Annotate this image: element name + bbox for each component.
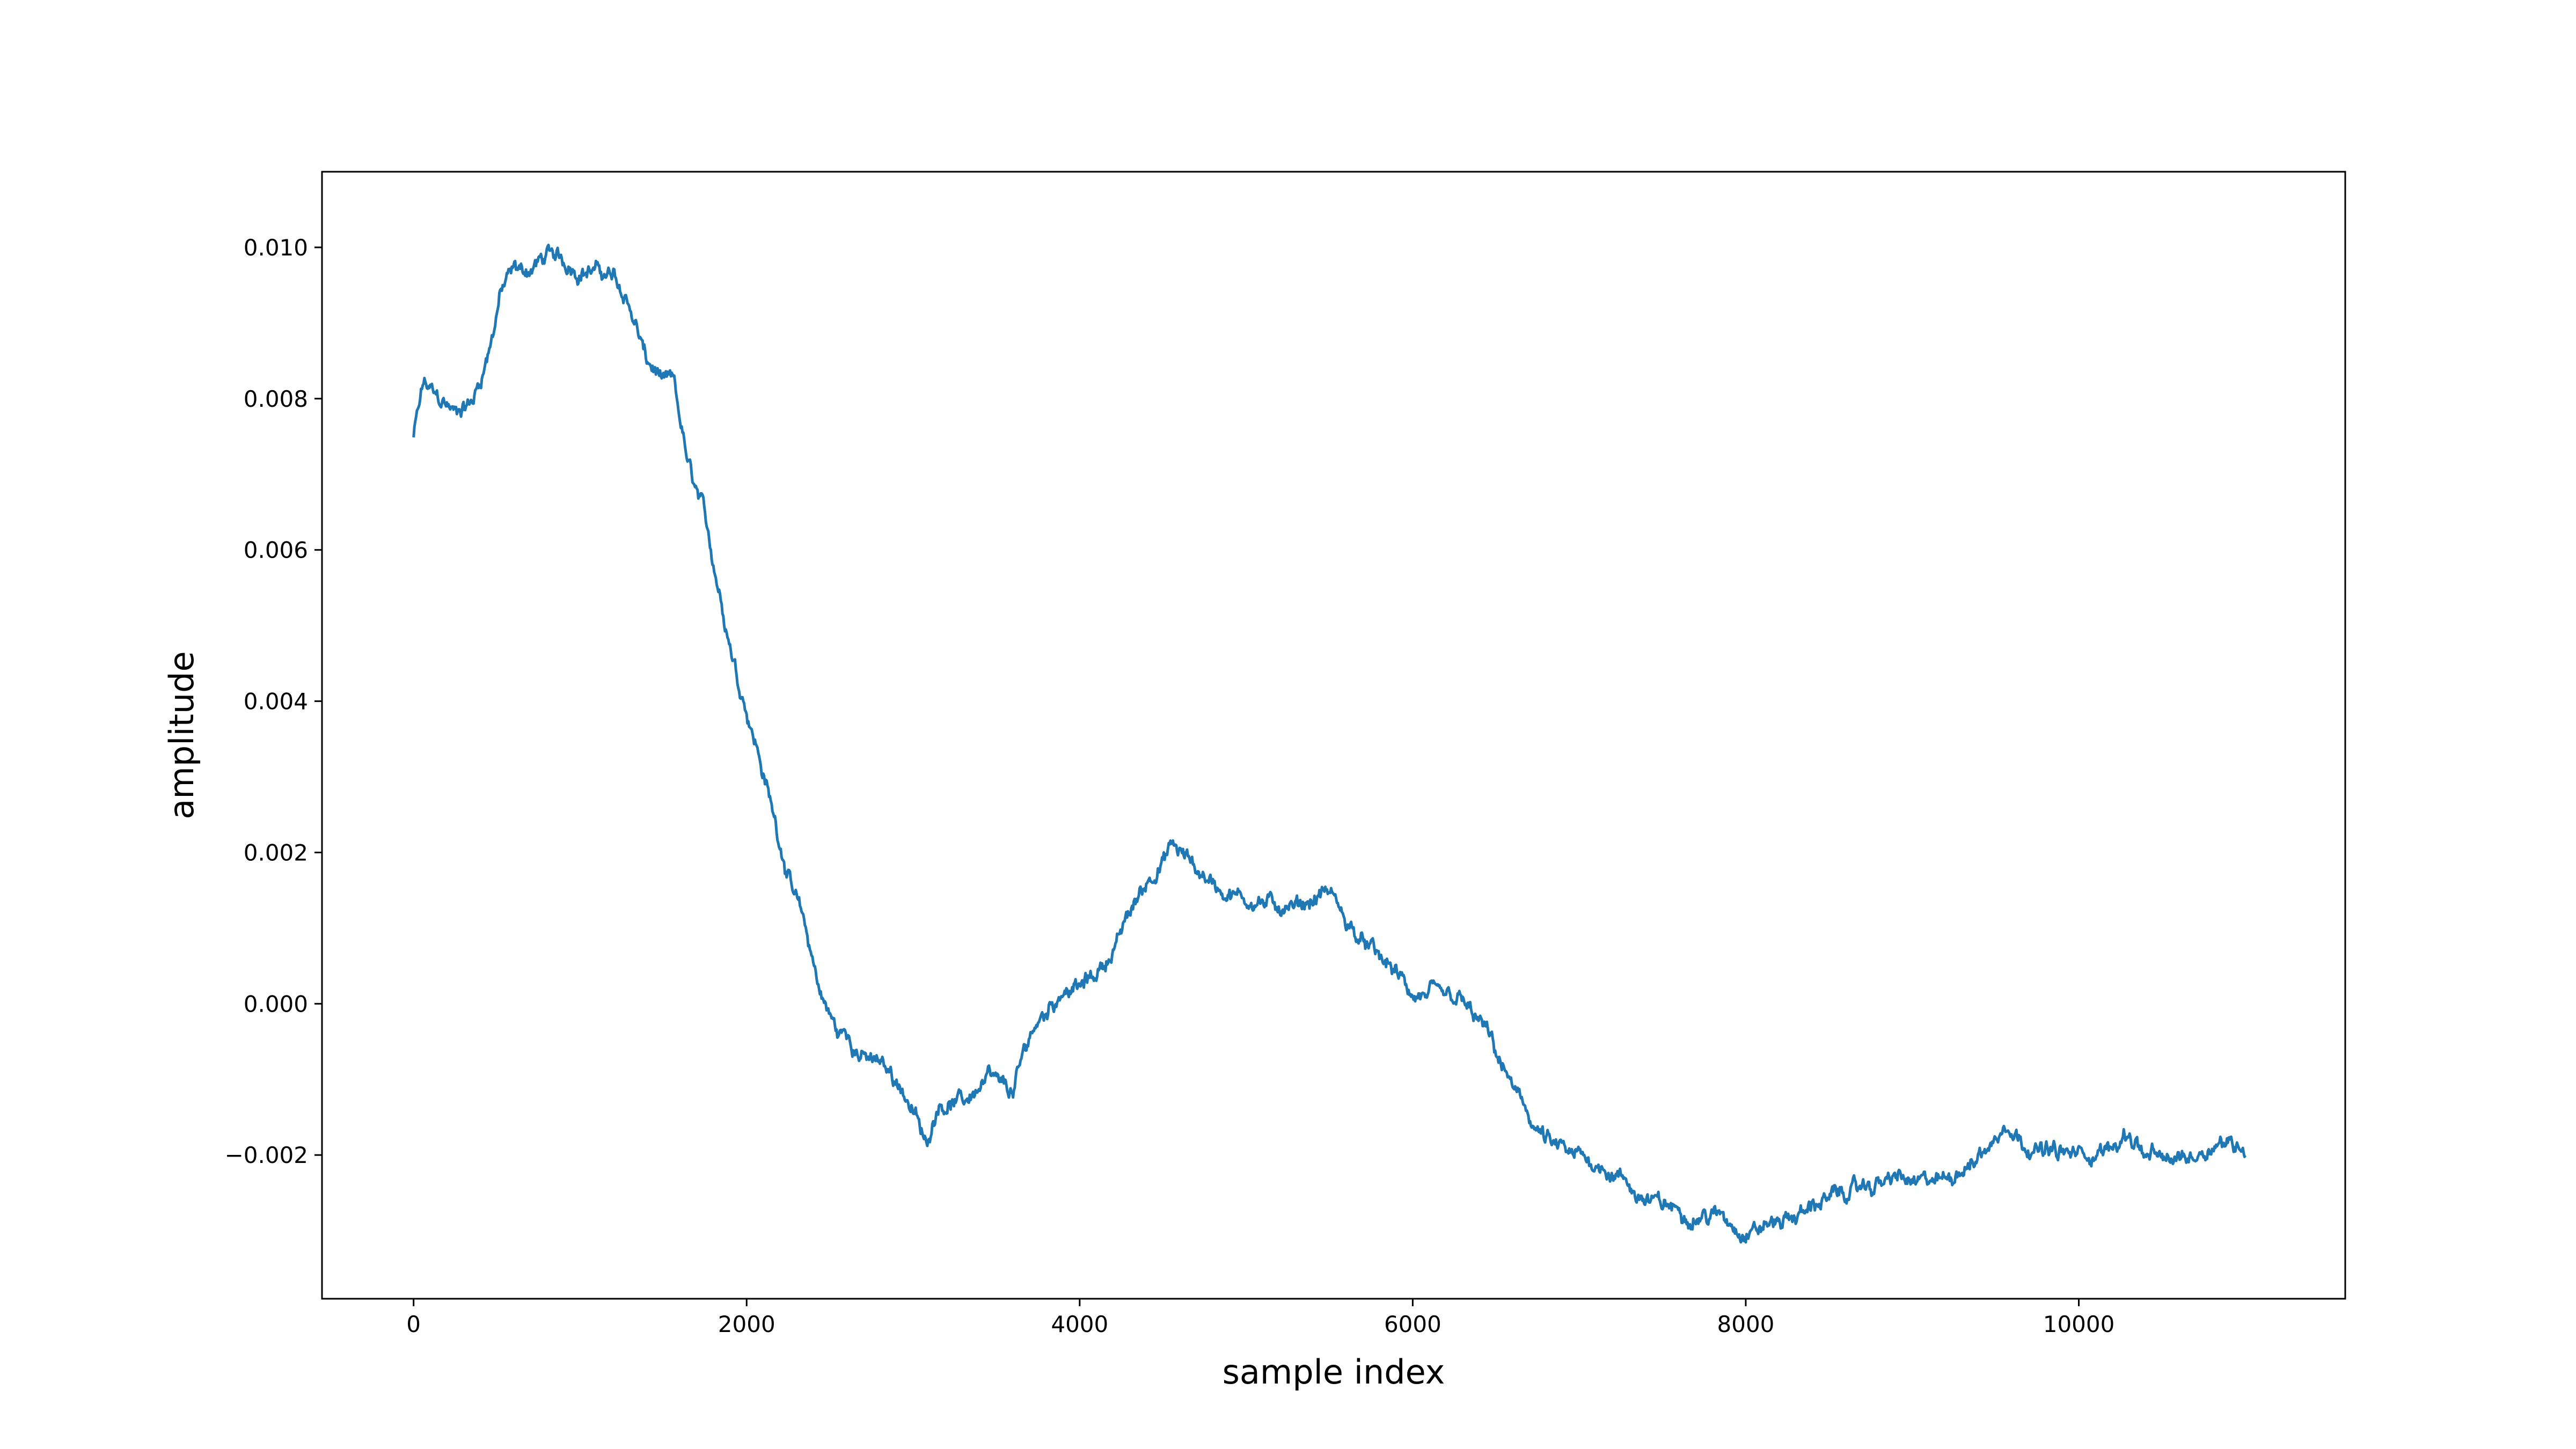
series-line [412, 244, 2246, 1244]
x-tick-label: 6000 [1384, 1311, 1441, 1337]
x-tick-label: 0 [406, 1311, 421, 1337]
x-axis-ticks: 0 2000 4000 6000 8000 10000 [406, 1299, 2114, 1337]
y-tick-label: 0.010 [244, 235, 308, 261]
y-tick-label: 0.008 [244, 386, 308, 412]
y-tick-label: 0.002 [244, 839, 308, 866]
y-tick-label: 0.006 [244, 537, 308, 564]
plot-area [412, 244, 2246, 1244]
x-tick-label: 4000 [1051, 1311, 1108, 1337]
axes-frame [321, 171, 2346, 1300]
y-axis-ticks: −0.002 0.000 0.002 0.004 0.006 0.008 0.010 [225, 235, 322, 1168]
y-axis-label: amplitude [162, 651, 201, 819]
y-tick-label: 0.004 [244, 689, 308, 715]
y-tick-label: −0.002 [225, 1142, 308, 1168]
x-axis-label: sample index [1223, 1352, 1445, 1392]
x-tick-label: 8000 [1717, 1311, 1775, 1337]
x-tick-label: 10000 [2043, 1311, 2115, 1337]
x-tick-label: 2000 [718, 1311, 775, 1337]
y-tick-label: 0.000 [244, 991, 308, 1017]
